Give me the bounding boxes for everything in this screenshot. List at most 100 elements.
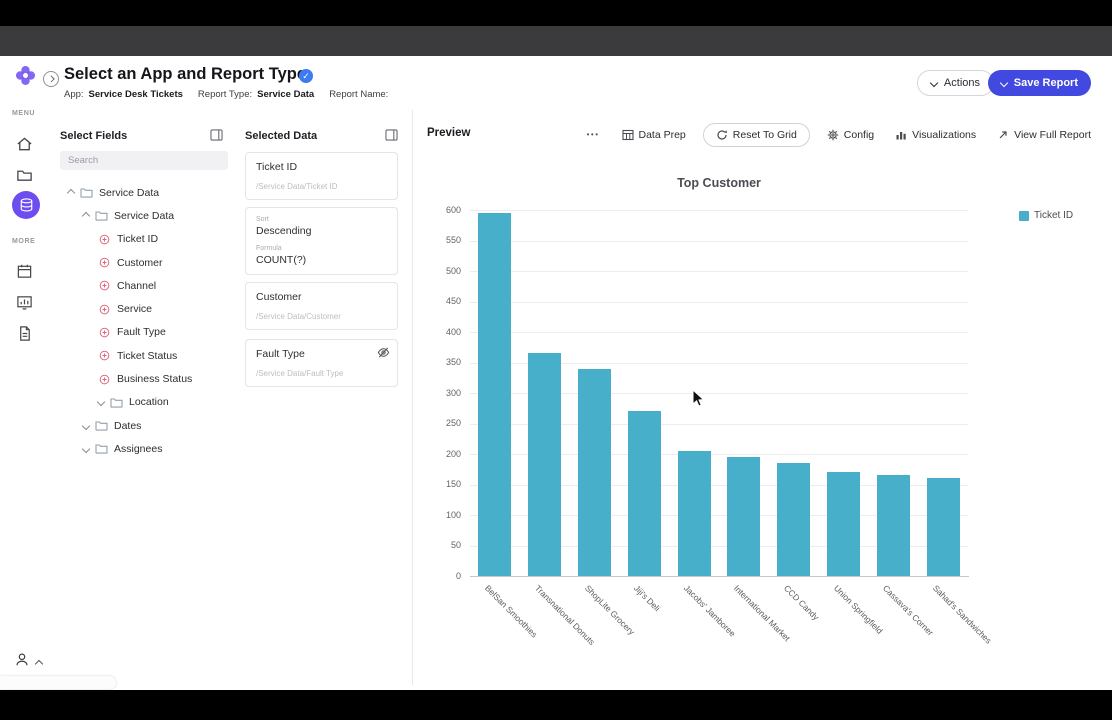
report-type-value: Service Data (257, 89, 315, 100)
bar-ccd-candy[interactable] (777, 463, 811, 576)
tree-expander-icon[interactable] (81, 444, 91, 454)
page-title: Select an App and Report Type (64, 65, 307, 83)
nav-item-data-active[interactable] (12, 191, 40, 219)
tree-item-customer[interactable]: Customer (60, 251, 238, 274)
config-button[interactable]: Config (823, 124, 878, 146)
y-axis-tick-label: 200 (445, 448, 461, 459)
tree-item-dates[interactable]: Dates (60, 414, 238, 437)
calendar-icon[interactable] (16, 263, 33, 280)
tree-expander-icon[interactable] (81, 421, 91, 430)
y-axis-tick-label: 450 (445, 296, 461, 306)
x-axis-tick-label: CCD Candy (781, 583, 821, 623)
y-axis-tick-label: 0 (455, 570, 461, 581)
selected-field-card-customer[interactable]: Customer/Service Data/Customer (245, 282, 398, 330)
search-input[interactable] (60, 151, 228, 170)
y-axis-tick-label: 250 (445, 418, 461, 428)
menu-section-label: MENU (12, 110, 36, 117)
tree-item-location[interactable]: Location (60, 391, 238, 414)
hide-field-eye-icon[interactable] (377, 346, 390, 359)
dashboard-icon[interactable] (16, 294, 33, 311)
gridline (470, 210, 968, 211)
x-axis-line (470, 576, 969, 577)
gridline (470, 423, 968, 425)
field-settings-card[interactable]: Sort Descending Formula COUNT(?) (245, 207, 398, 275)
bar-jiji-s-deli[interactable] (627, 411, 661, 576)
legend-swatch (1019, 210, 1029, 221)
data-prep-button[interactable]: Data Prep (618, 124, 690, 146)
more-section-label: MORE (12, 238, 36, 245)
visualizations-button[interactable]: Visualizations (891, 124, 980, 146)
report-meta: App: Service Desk Tickets Report Type: S… (64, 89, 388, 100)
add-field-icon[interactable] (98, 350, 111, 361)
tree-expander-icon[interactable] (81, 211, 91, 221)
selected-field-card-fault-type[interactable]: Fault Type/Service Data/Fault Type (245, 339, 398, 387)
gridline (470, 301, 968, 303)
tree-item-service-data[interactable]: Service Data (60, 181, 238, 204)
selected-data-list: Ticket ID/Service Data/Ticket ID Sort Desc… (245, 152, 398, 394)
bar-sahad-s-sandwiches[interactable] (926, 478, 960, 576)
gridline (470, 484, 968, 486)
formula-value[interactable]: COUNT(?) (256, 254, 307, 266)
tree-item-label: Business Status (117, 373, 193, 386)
add-field-icon[interactable] (98, 374, 111, 385)
collapse-panel-icon[interactable] (385, 129, 398, 141)
status-pill (0, 676, 116, 689)
sort-value[interactable]: Descending (256, 225, 312, 237)
selected-field-path: /Service Data/Fault Type (256, 369, 344, 378)
y-axis-tick-label: 550 (445, 235, 461, 245)
tree-item-business-status[interactable]: Business Status (60, 367, 238, 390)
preview-title: Preview (427, 127, 471, 139)
tree-item-service-data[interactable]: Service Data (60, 204, 238, 227)
collapse-panel-icon[interactable] (210, 129, 223, 141)
tree-expander-icon[interactable] (96, 398, 106, 407)
add-field-icon[interactable] (98, 257, 111, 268)
tree-item-ticket-id[interactable]: Ticket ID (60, 228, 238, 251)
reset-to-grid-button[interactable]: Reset To Grid (702, 122, 810, 147)
y-axis-tick-label: 400 (445, 326, 461, 337)
folder-icon (80, 188, 93, 198)
tree-item-service[interactable]: Service (60, 297, 238, 320)
step-complete-icon: ✓ (299, 69, 313, 83)
view-full-report-button[interactable]: View Full Report (993, 124, 1095, 146)
bar-transnational-donuts[interactable] (528, 353, 562, 576)
report-name-label: Report Name: (329, 89, 389, 100)
tree-item-ticket-status[interactable]: Ticket Status (60, 344, 238, 367)
chart-title: Top Customer (677, 176, 761, 190)
reports-icon[interactable] (16, 325, 33, 342)
tree-item-label: Channel (117, 279, 157, 292)
yurbi-logo-icon[interactable] (13, 63, 38, 93)
tree-expander-icon[interactable] (66, 188, 76, 197)
tree-item-assignees[interactable]: Assignees (60, 437, 238, 460)
tree-item-label: Dates (114, 419, 142, 432)
y-axis-tick-label: 150 (445, 479, 461, 489)
tree-item-fault-type[interactable]: Fault Type (60, 321, 238, 344)
home-icon[interactable] (16, 136, 33, 153)
add-field-icon[interactable] (98, 280, 111, 291)
gridline (470, 240, 968, 242)
collapse-header-button[interactable] (43, 71, 59, 87)
save-report-button[interactable]: Save Report (987, 70, 1091, 96)
bar-cassava-s-corner[interactable] (876, 475, 910, 576)
folder-icon (95, 444, 108, 455)
legend-item[interactable]: Ticket ID (1019, 210, 1073, 221)
more-options-button[interactable]: ••• (586, 130, 600, 139)
bar-international-market[interactable] (727, 457, 761, 576)
tree-item-channel[interactable]: Channel (60, 274, 238, 297)
add-field-icon[interactable] (98, 234, 111, 245)
reset-icon (717, 129, 727, 140)
y-axis-tick-label: 300 (445, 387, 461, 398)
view-report-icon (999, 130, 1007, 138)
bar-jacobs-jamboree[interactable] (677, 450, 711, 576)
legend-label: Ticket ID (1034, 210, 1074, 221)
add-field-icon[interactable] (98, 327, 111, 338)
account-icon[interactable] (14, 651, 30, 668)
tree-item-label: Assignees (114, 442, 163, 455)
bar-union-springfield[interactable] (827, 472, 860, 576)
bar-shoplite-grocery[interactable] (578, 368, 611, 576)
bar-belsan-smoothies[interactable] (478, 213, 512, 576)
tree-item-label: Customer (117, 256, 163, 269)
add-field-icon[interactable] (98, 304, 111, 315)
actions-button[interactable]: Actions (916, 70, 994, 96)
selected-field-card-ticket-id[interactable]: Ticket ID/Service Data/Ticket ID (245, 152, 398, 200)
folders-icon[interactable] (16, 167, 33, 184)
